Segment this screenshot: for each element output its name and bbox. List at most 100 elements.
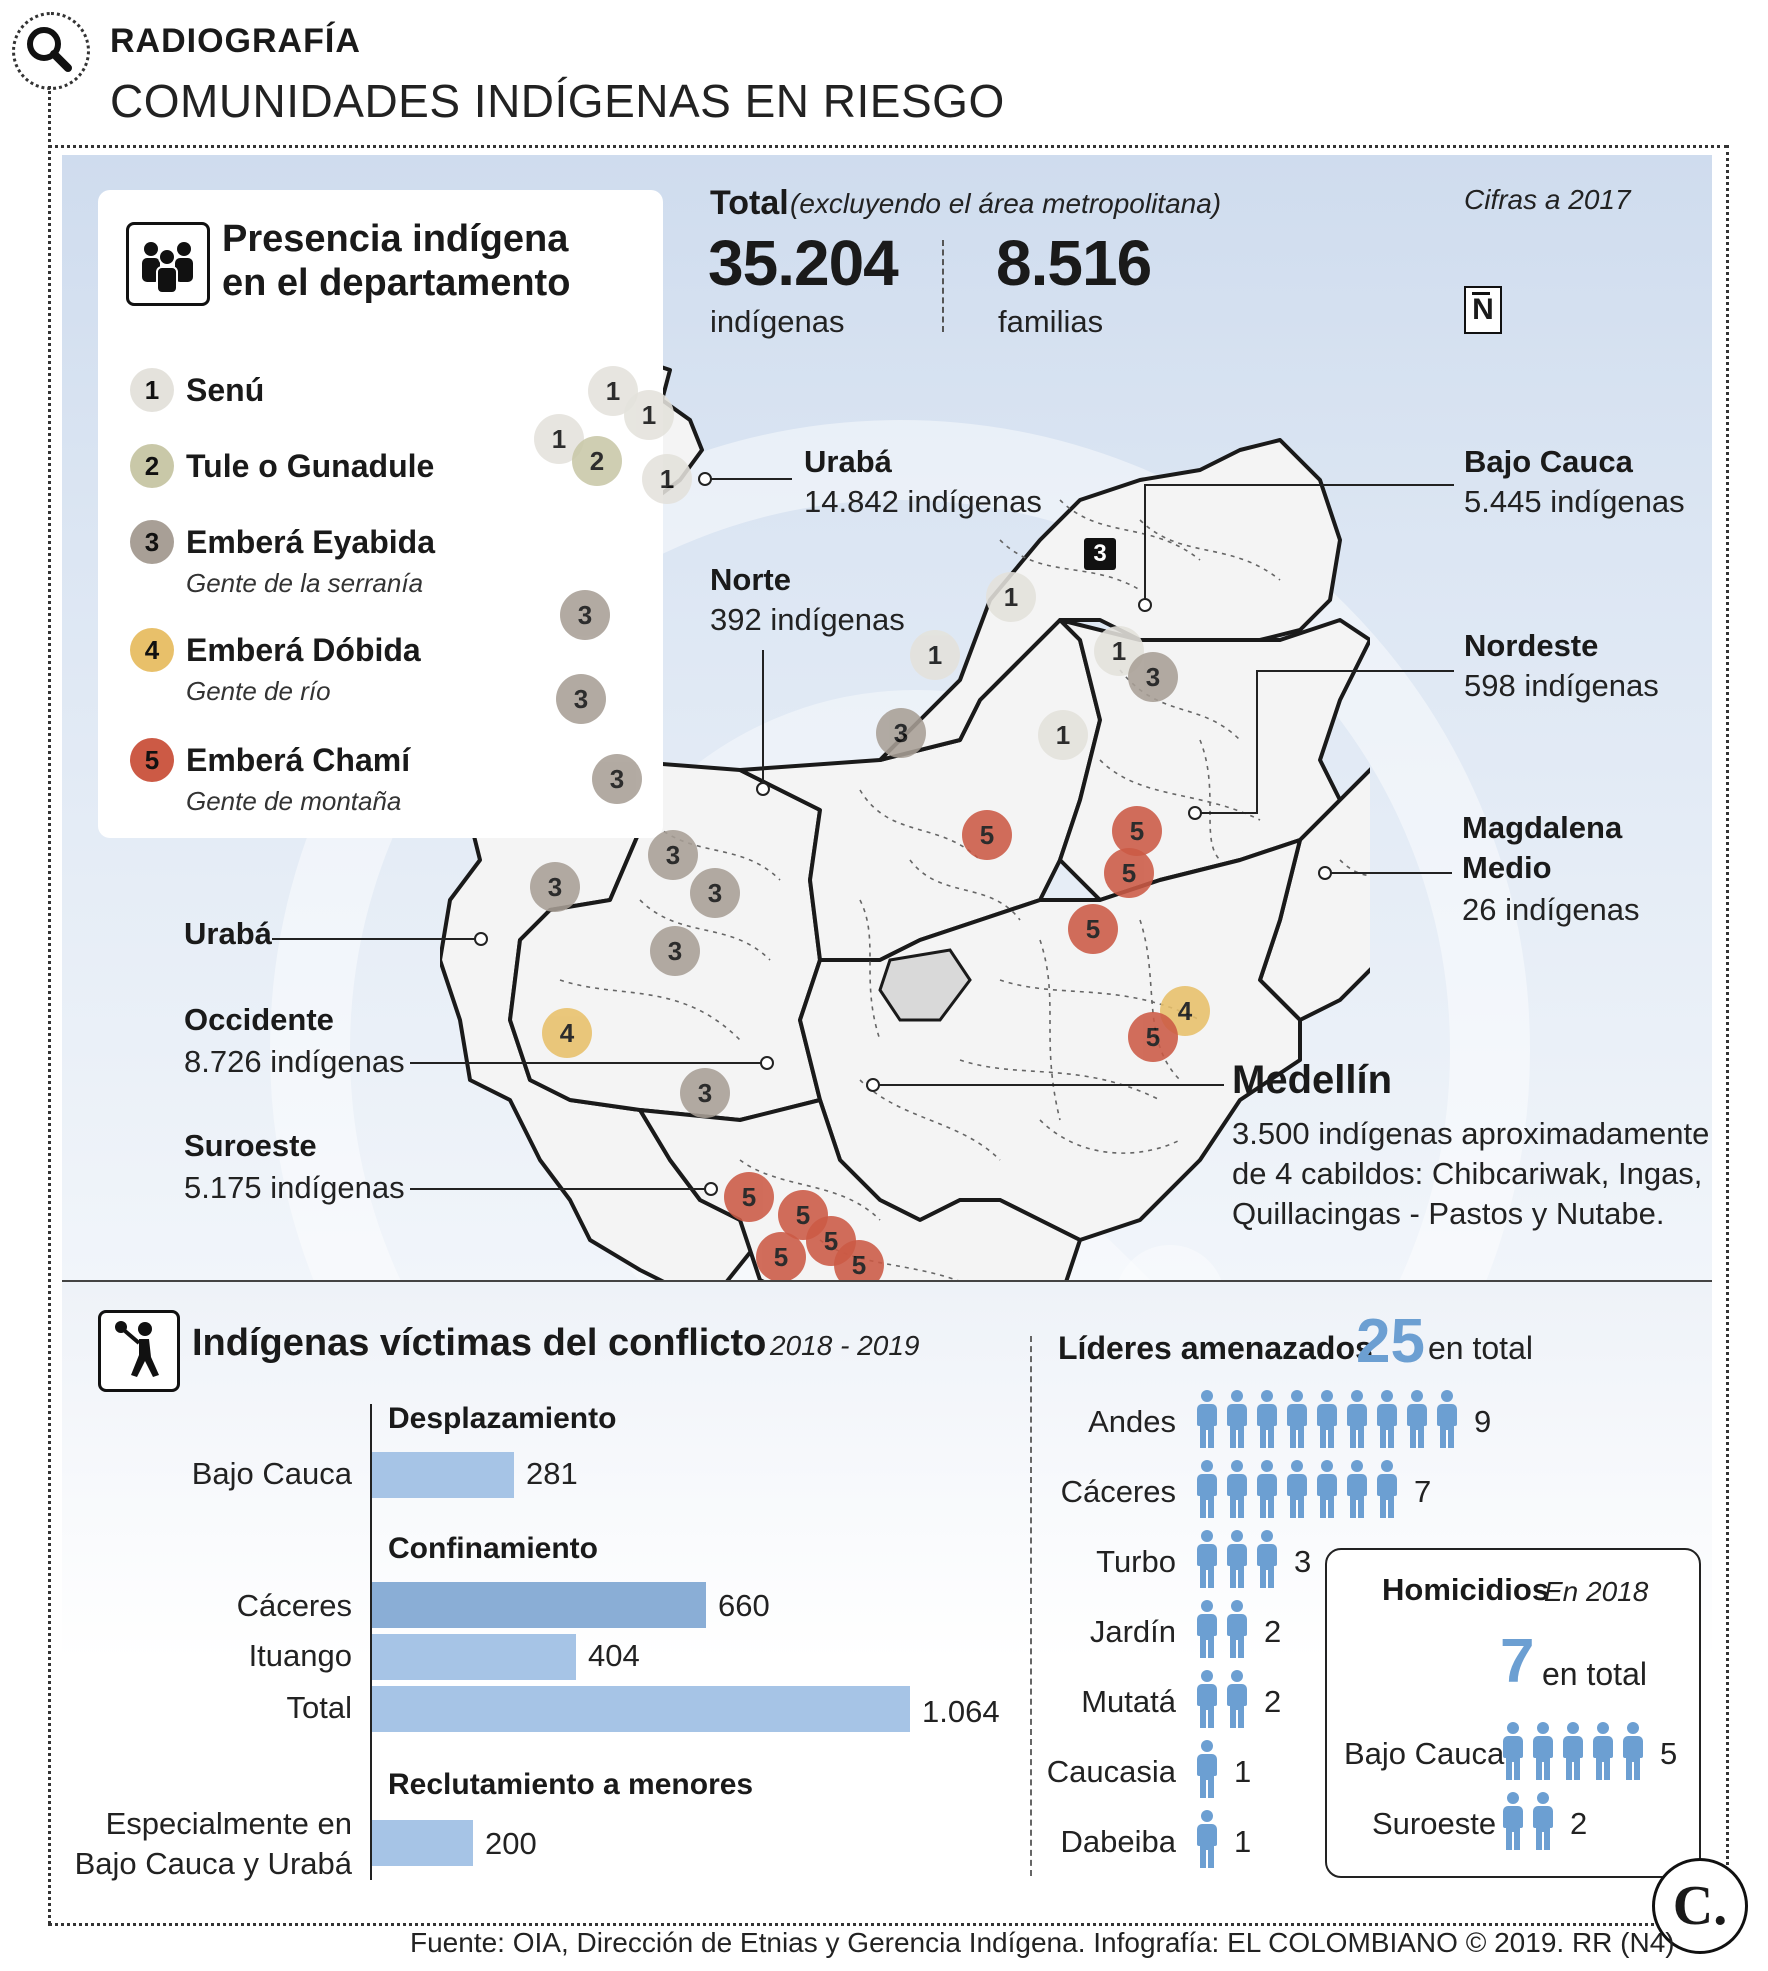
leader-line <box>1196 812 1258 814</box>
region-uraba-west-name: Urabá <box>184 916 272 951</box>
homicide-row-icons <box>1502 1792 1562 1850</box>
map-marker: 3 <box>690 868 740 918</box>
leader-row-count: 2 <box>1264 1684 1282 1719</box>
person-icon <box>1196 1810 1218 1868</box>
person-icon <box>1226 1600 1248 1658</box>
medellin-line-1: 3.500 indígenas aproximadamente <box>1232 1116 1710 1151</box>
total-familias-value: 8.516 <box>996 227 1152 299</box>
map-marker: 5 <box>756 1232 806 1282</box>
region-occidente-value: 8.726 indígenas <box>184 1044 405 1079</box>
person-icon <box>1562 1722 1584 1780</box>
bar-value: 281 <box>526 1456 578 1491</box>
frame-right <box>1726 145 1729 1925</box>
leaders-total-suffix: en total <box>1428 1330 1533 1366</box>
region-suroeste-value: 5.175 indígenas <box>184 1170 405 1205</box>
person-icon <box>1316 1390 1338 1448</box>
legend-label: Emberá Dóbida <box>186 631 421 668</box>
region-suroeste-name: Suroeste <box>184 1128 317 1163</box>
medellin-line-3: Quillacingas - Pastos y Nutabe. <box>1232 1196 1665 1231</box>
legend-sublabel: Gente de montaña <box>186 786 402 816</box>
map-marker: 1 <box>910 630 960 680</box>
legend-item-embera-chami: 5 Emberá Chamí <box>130 738 410 782</box>
victims-period: 2018 - 2019 <box>770 1330 920 1361</box>
region-bajo-cauca-value: 5.445 indígenas <box>1464 484 1685 519</box>
bar-value: 1.064 <box>922 1694 1000 1729</box>
homicide-row-name: Bajo Cauca <box>1344 1736 1505 1771</box>
map-marker: 5 <box>724 1172 774 1222</box>
section-divider <box>62 1280 1712 1282</box>
north-arrow-bar <box>1472 292 1490 295</box>
leader-dot <box>760 1056 774 1070</box>
leader-dot <box>1188 806 1202 820</box>
region-magdalena-value: 26 indígenas <box>1462 892 1640 927</box>
person-icon <box>1286 1390 1308 1448</box>
bar-category: Cáceres <box>236 1588 352 1623</box>
leader-dot <box>704 1182 718 1196</box>
map-marker: 3 <box>560 590 610 640</box>
legend-item-embera-dobida: 4 Emberá Dóbida <box>130 628 421 672</box>
region-norte-name: Norte <box>710 562 791 597</box>
map-marker: 1 <box>642 454 692 504</box>
map-marker-square: 3 <box>1084 538 1116 570</box>
leader-line <box>762 650 764 788</box>
bar-axis <box>370 1404 372 1880</box>
leader-line <box>706 478 792 480</box>
leader-dot <box>866 1078 880 1092</box>
leader-row-icons <box>1196 1460 1406 1518</box>
person-icon <box>1592 1722 1614 1780</box>
leader-line <box>272 938 480 940</box>
region-norte-value: 392 indígenas <box>710 602 905 637</box>
section-confinamiento: Confinamiento <box>388 1532 598 1565</box>
map-marker: 5 <box>962 810 1012 860</box>
leader-row-name: Mutatá <box>1081 1684 1176 1719</box>
leader-row-name: Jardín <box>1089 1614 1176 1649</box>
section-reclutamiento: Reclutamiento a menores <box>388 1768 754 1801</box>
bar <box>372 1820 473 1866</box>
totals-label: Total <box>710 184 789 222</box>
map-marker: 4 <box>542 1008 592 1058</box>
person-icon <box>1346 1460 1368 1518</box>
map-marker: 3 <box>648 830 698 880</box>
person-icon <box>1256 1460 1278 1518</box>
bar <box>372 1452 514 1498</box>
displaced-person-icon <box>98 1310 180 1392</box>
bar <box>372 1582 706 1628</box>
leader-line <box>1326 872 1452 874</box>
map-marker: 3 <box>1128 652 1178 702</box>
leader-row-icons <box>1196 1810 1226 1868</box>
region-uraba-north-name: Urabá <box>804 444 892 479</box>
bar-category: Total <box>286 1690 352 1725</box>
leader-row-name: Dabeiba <box>1060 1824 1176 1859</box>
legend-item-senu: 1 Senú <box>130 368 264 412</box>
map-marker: 1 <box>624 390 674 440</box>
map-marker: 3 <box>592 754 642 804</box>
person-icon <box>1196 1600 1218 1658</box>
person-icon <box>1196 1530 1218 1588</box>
leader-row-name: Andes <box>1088 1404 1176 1439</box>
homicides-total: 7 <box>1500 1627 1535 1696</box>
person-icon <box>1286 1460 1308 1518</box>
medellin-line-2: de 4 cabildos: Chibcariwak, Ingas, <box>1232 1156 1703 1191</box>
newspaper-logo: C. <box>1652 1858 1748 1954</box>
map-marker: 3 <box>650 926 700 976</box>
people-group-icon <box>126 222 210 306</box>
footer-source: Fuente: OIA, Dirección de Etnias y Geren… <box>410 1927 1675 1958</box>
bar-value: 404 <box>588 1638 640 1673</box>
leader-line <box>410 1188 710 1190</box>
bar-category: Ituango <box>248 1638 352 1673</box>
homicides-title: Homicidios <box>1382 1572 1550 1607</box>
leader-row-count: 2 <box>1264 1614 1282 1649</box>
region-bajo-cauca-name: Bajo Cauca <box>1464 444 1633 479</box>
person-icon <box>1226 1460 1248 1518</box>
leader-row-count: 7 <box>1414 1474 1432 1509</box>
map-marker: 1 <box>986 572 1036 622</box>
region-nordeste-value: 598 indígenas <box>1464 668 1659 703</box>
leader-dot <box>756 782 770 796</box>
bar-category: Bajo Cauca y Urabá <box>74 1846 352 1881</box>
bar <box>372 1634 576 1680</box>
person-icon <box>1622 1722 1644 1780</box>
map-marker: 5 <box>1128 1012 1178 1062</box>
region-uraba-north-value: 14.842 indígenas <box>804 484 1042 519</box>
header-title: COMUNIDADES INDÍGENAS EN RIESGO <box>110 75 1005 127</box>
leader-dot <box>1138 598 1152 612</box>
